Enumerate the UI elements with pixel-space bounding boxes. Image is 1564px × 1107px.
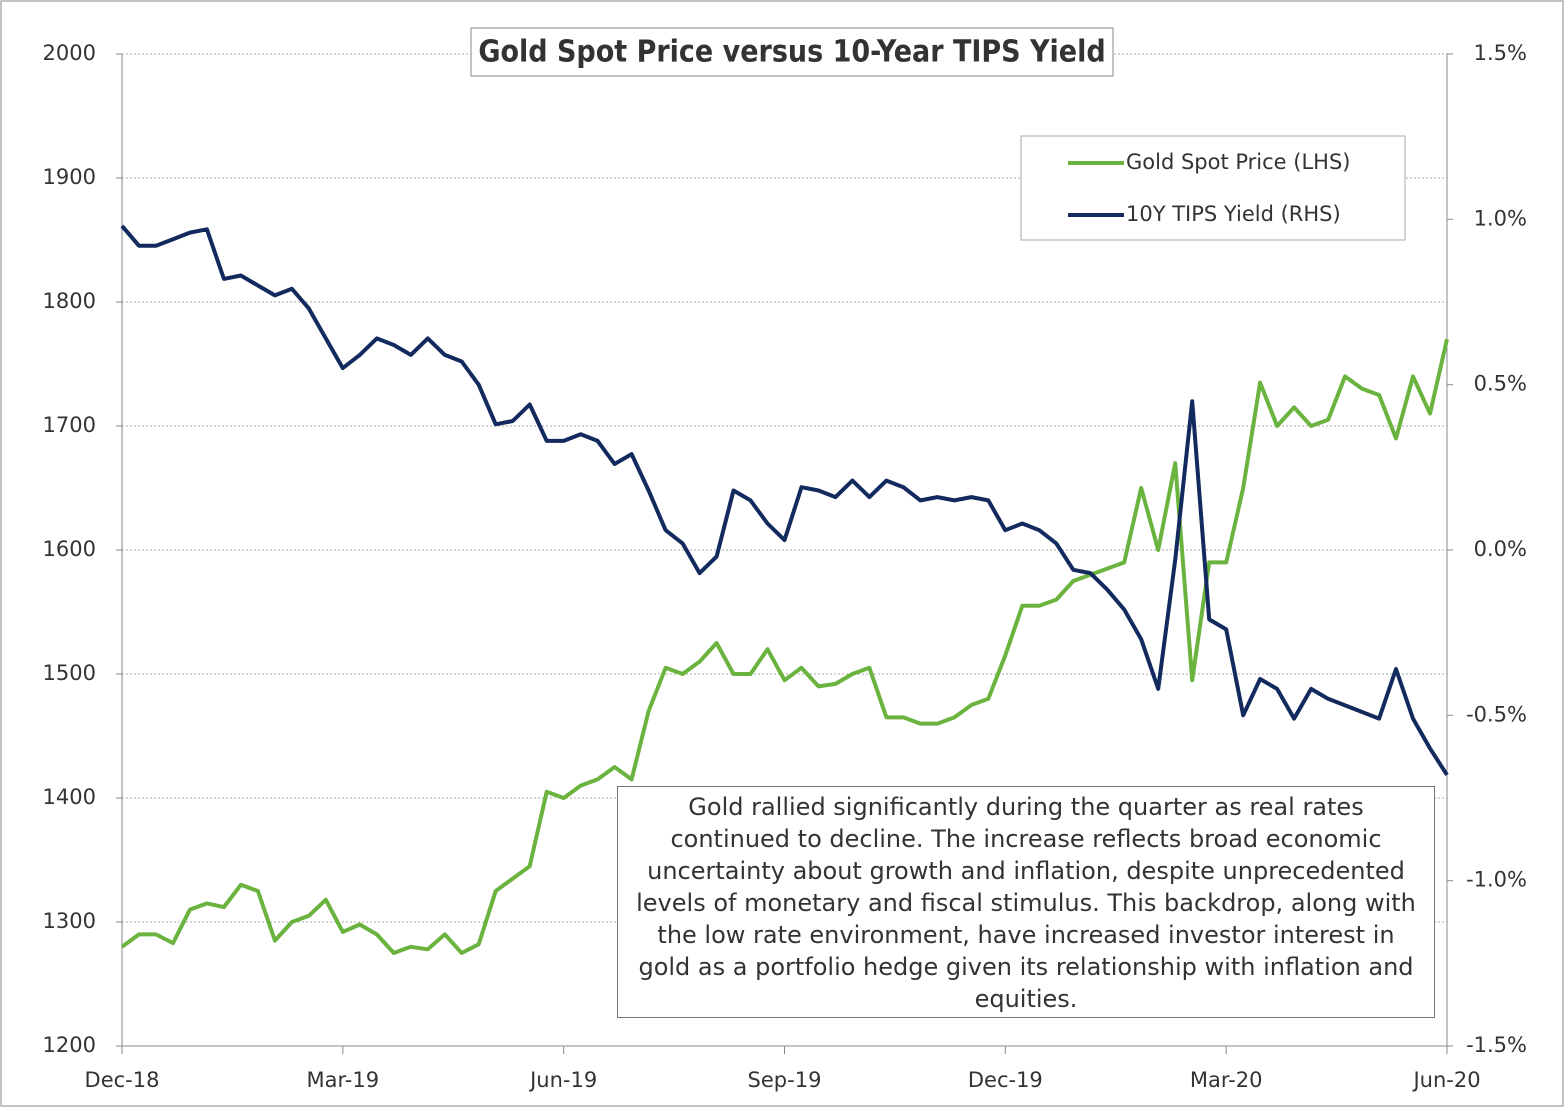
- y-tick-label: 2000: [43, 41, 96, 65]
- y2-tick-label: 0.0%: [1474, 537, 1527, 561]
- x-tick-label: Jun-19: [528, 1068, 597, 1092]
- lines: [120, 224, 1449, 955]
- y-tick-label: 1900: [43, 165, 96, 189]
- x-tick-label: Dec-18: [85, 1068, 160, 1092]
- title-box: [470, 27, 1114, 77]
- annotation: Gold rallied significantly during the qu…: [617, 786, 1435, 1018]
- y2-tick-label: 0.5%: [1474, 372, 1527, 396]
- y-tick-label: 1800: [43, 289, 96, 313]
- y2-tick-label: 1.0%: [1474, 206, 1527, 230]
- x-tick-label: Dec-19: [968, 1068, 1043, 1092]
- y2-tick-label: -1.5%: [1466, 1033, 1527, 1057]
- legend-label: Gold Spot Price (LHS): [1126, 150, 1351, 174]
- chart-title: Gold Spot Price versus 10-Year TIPS Yiel…: [478, 35, 1105, 70]
- y-tick-label: 1400: [43, 785, 96, 809]
- series-line: [120, 338, 1449, 955]
- y-tick-label: 1600: [43, 537, 96, 561]
- y-tick-label: 1700: [43, 413, 96, 437]
- x-tick-label: Mar-20: [1190, 1068, 1263, 1092]
- series-line: [120, 224, 1449, 776]
- legend-box: [1020, 135, 1406, 241]
- x-tick-label: Mar-19: [307, 1068, 380, 1092]
- y-tick-label: 1300: [43, 909, 96, 933]
- y2-tick-label: -1.0%: [1466, 868, 1527, 892]
- x-tick-label: Jun-20: [1411, 1068, 1480, 1092]
- y2-tick-label: 1.5%: [1474, 41, 1527, 65]
- legend-label: 10Y TIPS Yield (RHS): [1126, 202, 1341, 226]
- x-tick-label: Sep-19: [748, 1068, 822, 1092]
- y2-tick-label: -0.5%: [1466, 702, 1527, 726]
- y-tick-label: 1500: [43, 661, 96, 685]
- y-tick-label: 1200: [43, 1033, 96, 1057]
